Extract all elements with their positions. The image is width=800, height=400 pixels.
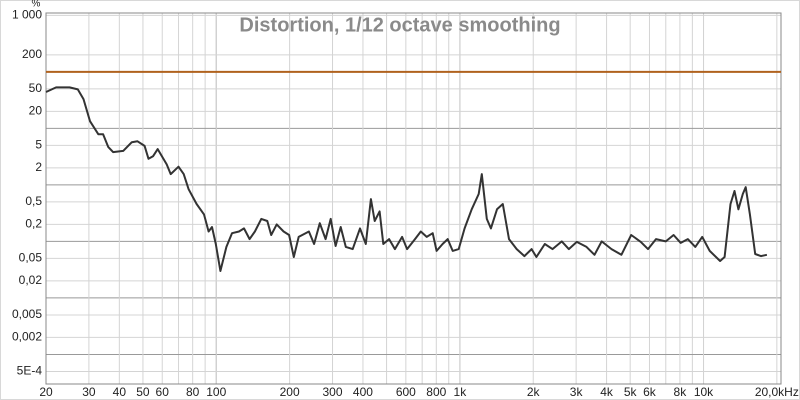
x-tick-label: 20,0kHz <box>755 385 799 399</box>
x-tick-label: 100 <box>206 385 226 399</box>
y-tick-label: 2 <box>35 160 42 174</box>
series-line <box>45 86 768 272</box>
x-tick-label: 400 <box>353 385 373 399</box>
x-tick-label: 60 <box>156 385 170 399</box>
x-tick-label: 40 <box>113 385 127 399</box>
x-tick-label: 10k <box>694 385 714 399</box>
y-tick-label: 5E-4 <box>17 364 43 378</box>
x-tick-label: 300 <box>322 385 342 399</box>
y-tick-label: 20 <box>29 104 43 118</box>
y-tick-label: 0,005 <box>12 307 42 321</box>
x-tick-label: 800 <box>426 385 446 399</box>
x-tick-label: 5k <box>624 385 638 399</box>
x-tick-label: 2k <box>527 385 541 399</box>
y-tick-label: 50 <box>29 81 43 95</box>
y-unit: % <box>32 0 41 10</box>
y-tick-label: 0,5 <box>25 194 42 208</box>
x-tick-label: 30 <box>82 385 96 399</box>
plot-area <box>45 12 782 385</box>
x-tick-label: 8k <box>674 385 688 399</box>
x-tick-label: 50 <box>136 385 150 399</box>
x-tick-label: 3k <box>570 385 584 399</box>
grid <box>45 13 781 384</box>
x-tick-label: 4k <box>600 385 614 399</box>
x-tick-label: 1k <box>454 385 468 399</box>
x-tick-label: 20 <box>39 385 53 399</box>
x-tick-label: 200 <box>280 385 300 399</box>
x-tick-label: 80 <box>186 385 200 399</box>
chart-title: Distortion, 1/12 octave smoothing <box>239 14 560 36</box>
x-tick-label: 6k <box>643 385 657 399</box>
y-tick-label: 0,2 <box>25 217 42 231</box>
y-tick-label: 1 000 <box>12 8 42 22</box>
y-tick-label: 0,002 <box>12 330 42 344</box>
y-tick-label: 0,02 <box>19 273 43 287</box>
y-tick-label: 5 <box>35 138 42 152</box>
y-tick-label: 200 <box>22 47 42 61</box>
y-tick-label: 0,05 <box>19 251 43 265</box>
x-tick-label: 600 <box>396 385 416 399</box>
